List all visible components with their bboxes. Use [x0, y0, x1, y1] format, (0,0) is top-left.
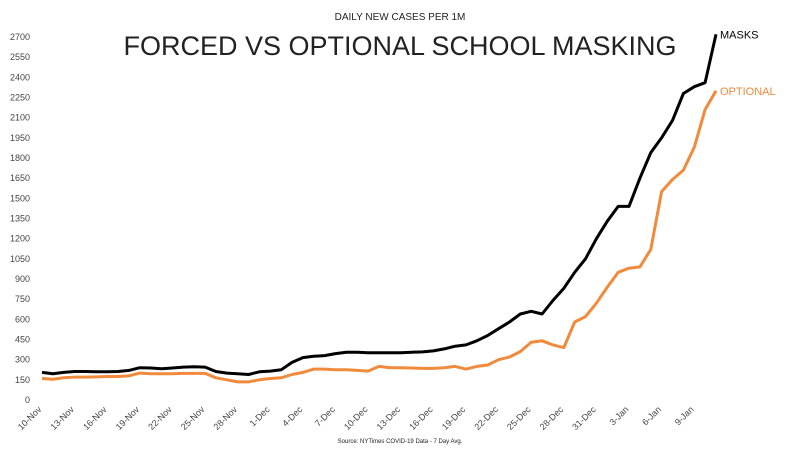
y-tick-label: 1050: [10, 254, 30, 264]
x-tick-label: 13-Dec: [375, 404, 403, 432]
x-tick-label: 7-Dec: [313, 404, 337, 428]
x-tick-label: 19-Dec: [440, 404, 468, 432]
x-tick-label: 28-Dec: [538, 404, 566, 432]
y-tick-label: 2550: [10, 52, 30, 62]
x-tick-label: 28-Nov: [212, 404, 240, 432]
y-tick-label: 2700: [10, 32, 30, 42]
x-tick-label: 10-Dec: [342, 404, 370, 432]
y-tick-label: 750: [15, 294, 30, 304]
y-tick-label: 1950: [10, 133, 30, 143]
y-tick-label: 1350: [10, 214, 30, 224]
legend-label: OPTIONAL: [720, 86, 776, 98]
x-tick-label: 13-Nov: [48, 404, 76, 432]
x-tick-label: 9-Jan: [673, 404, 696, 427]
y-tick-label: 1650: [10, 173, 30, 183]
x-tick-label: 25-Nov: [179, 404, 207, 432]
x-tick-label: 22-Nov: [146, 404, 174, 432]
x-tick-label: 1-Dec: [248, 404, 272, 428]
y-tick-label: 600: [15, 314, 30, 324]
x-tick-label: 4-Dec: [280, 404, 304, 428]
series-line: [41, 33, 718, 376]
y-tick-label: 450: [15, 335, 30, 345]
x-tick-label: 25-Dec: [505, 404, 533, 432]
x-tick-label: 16-Nov: [81, 404, 109, 432]
y-tick-label: 300: [15, 355, 30, 365]
y-tick-label: 1200: [10, 234, 30, 244]
legend-label: MASKS: [720, 29, 759, 41]
chart-subtitle: DAILY NEW CASES PER 1M: [335, 12, 466, 23]
series-line: [41, 90, 718, 384]
x-tick-label: 10-Nov: [16, 404, 44, 432]
x-tick-label: 16-Dec: [407, 404, 435, 432]
y-tick-label: 150: [15, 375, 30, 385]
chart-title: FORCED VS OPTIONAL SCHOOL MASKING: [123, 31, 676, 61]
y-tick-label: 900: [15, 274, 30, 284]
y-tick-label: 1500: [10, 193, 30, 203]
x-tick-label: 3-Jan: [607, 404, 630, 427]
source-note: Source: NYTimes COVID-19 Data - 7 Day Av…: [338, 439, 463, 445]
y-tick-label: 2400: [10, 72, 30, 82]
y-tick-label: 2250: [10, 93, 30, 103]
x-tick-label: 31-Dec: [570, 404, 598, 432]
y-tick-label: 1800: [10, 153, 30, 163]
x-tick-label: 22-Dec: [472, 404, 500, 432]
y-tick-label: 0: [25, 395, 30, 405]
x-tick-label: 19-Nov: [114, 404, 142, 432]
y-tick-label: 2100: [10, 113, 30, 123]
x-tick-label: 6-Jan: [640, 404, 663, 427]
